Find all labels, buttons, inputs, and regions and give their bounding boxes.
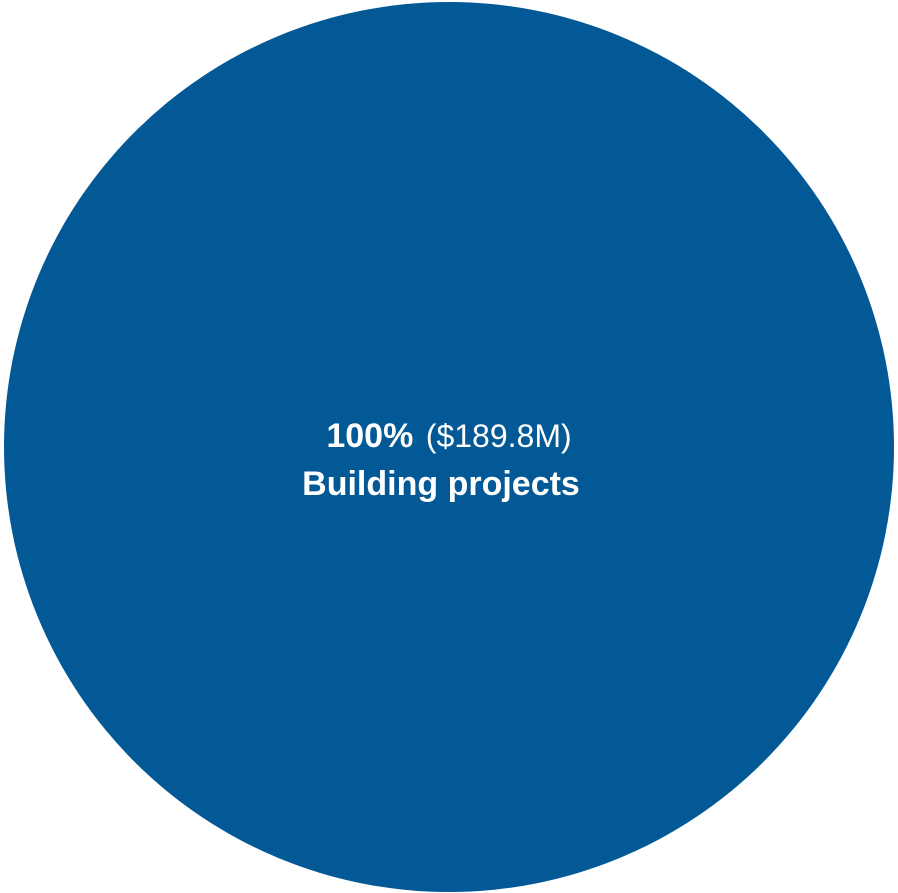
slice-amount-label: ($189.8M) <box>426 418 572 454</box>
pie-slices <box>4 2 894 892</box>
pie-labels: 100% ($189.8M) Building projects <box>302 417 580 503</box>
slice-percent-label: 100% <box>326 417 413 455</box>
pie-slice-building-projects <box>4 2 894 892</box>
slice-category-label: Building projects <box>302 465 580 503</box>
slice-label-line-1: 100% ($189.8M) <box>326 417 571 455</box>
